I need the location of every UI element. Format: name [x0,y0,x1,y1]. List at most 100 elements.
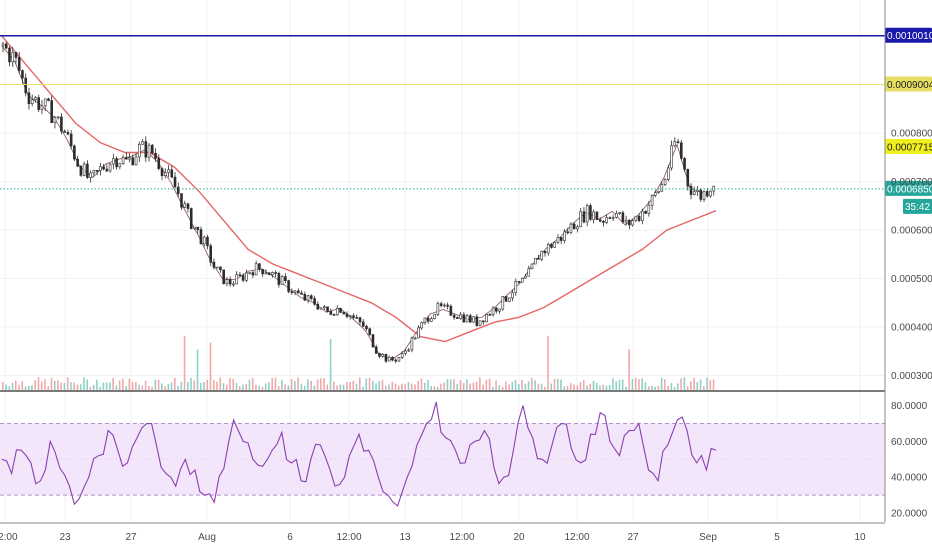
volume-bar [531,378,533,390]
candle-body [245,272,248,281]
volume-bar [449,379,452,390]
volume-bar [537,383,540,390]
volume-bar [349,382,351,390]
volume-bar [563,386,566,390]
volume-bar [339,384,342,390]
candle-body [485,314,488,323]
candle-body [150,144,154,154]
volume-bar [161,383,163,390]
volume-bar [326,384,329,390]
volume-bar [242,384,244,390]
volume-bar [612,378,614,390]
candle-body [248,272,251,274]
volume-bar [287,385,290,390]
volume-bar [8,386,11,390]
volume-bar [651,385,653,390]
candle-body [290,291,294,293]
volume-bar [70,382,72,390]
volume-bar [352,380,355,390]
candle-body [524,275,527,279]
time-tick-label: 12:00 [564,532,589,543]
candle-body [426,317,430,322]
volume-bar [638,379,640,390]
volume-bar [245,383,248,390]
candle-body [17,57,21,71]
candle-body [284,276,287,281]
volume-bar [469,383,471,390]
candle-body [430,318,433,322]
candle-body [556,237,560,243]
volume-bar [131,382,134,390]
price-tick-label: 0.0008000 [891,129,932,140]
candle-body [462,314,466,323]
volume-bar [712,379,715,390]
candle-body [264,272,268,275]
candle-body [517,281,521,283]
volume-bar [31,385,33,390]
volume-bar [595,382,598,390]
volume-bar [453,379,455,390]
volume-bar [488,378,491,390]
candle-body [452,315,456,318]
volume-bar [290,379,293,390]
candle-body [199,229,203,245]
volume-bar [495,380,497,390]
candle-body [251,272,255,276]
time-tick-label: 5 [774,532,780,543]
candle-body [611,217,615,219]
candle-body [478,320,482,326]
candle-body [112,158,115,165]
volume-bar [112,378,114,390]
volume-bar [135,382,137,390]
volume-bar [673,386,676,390]
volume-bar [479,377,481,390]
candle-body [47,98,50,101]
candle-body [342,312,346,315]
candle-body [417,327,420,339]
candle-body [134,156,138,166]
volume-bar [355,383,358,390]
candle-body [491,307,495,316]
candle-body [654,192,657,196]
candle-body [141,141,144,145]
candle-body [202,236,206,245]
candle-body [618,212,621,214]
candle-body [215,266,219,269]
candle-body [125,157,128,160]
volume-bar [414,384,416,390]
volume-bar [18,384,20,390]
candle-body [53,117,57,124]
volume-bar [371,380,374,390]
volume-bar [391,381,394,390]
candle-body [605,217,608,223]
volume-bar [527,381,530,390]
candle-body [332,314,336,316]
volume-bar [446,379,449,390]
candle-body [76,158,79,167]
candle-body [634,215,638,221]
volume-bar [281,379,283,390]
candle-body [40,105,44,110]
volume-bar [128,378,131,390]
volume-bar [96,379,98,390]
candle-body [598,219,602,222]
volume-bar [560,379,562,390]
candle-body [514,281,518,294]
candle-body [576,226,579,230]
volume-bar [599,385,601,390]
candle-body [488,314,492,316]
volume-bar [193,380,196,390]
candle-body [228,279,232,285]
volume-bar [466,379,468,390]
volume-bar [686,386,689,390]
candle-body [566,231,570,234]
candle-body [436,303,440,315]
candle-body [238,274,242,277]
candle-body [569,223,573,234]
candle-body [147,144,151,158]
candle-body [641,210,644,221]
candle-body [235,274,238,285]
volume-bar [365,378,368,390]
candle-body [472,316,475,323]
candle-body [624,219,628,223]
